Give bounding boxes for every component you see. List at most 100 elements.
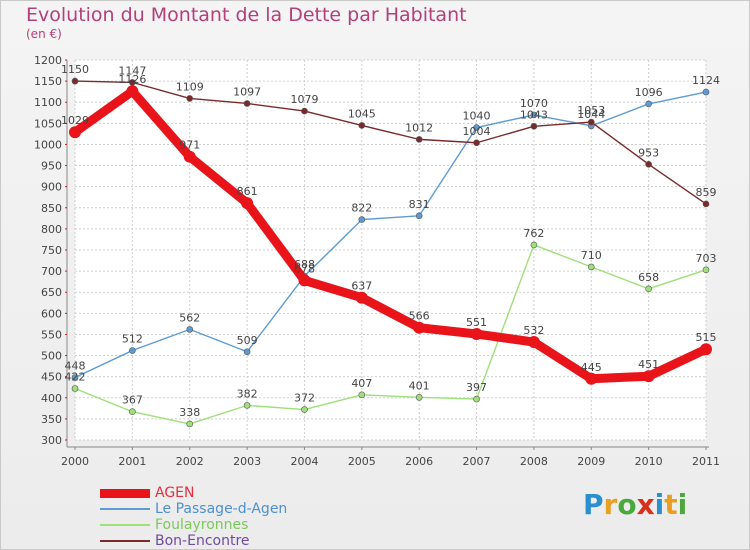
data-point bbox=[298, 274, 311, 287]
y-tick-label: 1150 bbox=[34, 75, 62, 88]
data-label: 710 bbox=[581, 249, 602, 262]
legend-item: Le Passage-d-Agen bbox=[100, 501, 287, 517]
data-label: 1070 bbox=[520, 97, 548, 110]
x-tick-label: 2000 bbox=[61, 455, 89, 468]
data-label: 407 bbox=[351, 377, 372, 390]
data-label: 822 bbox=[351, 202, 372, 215]
x-tick-label: 2005 bbox=[348, 455, 376, 468]
data-label: 338 bbox=[179, 406, 200, 419]
legend-label: Bon-Encontre bbox=[155, 533, 250, 549]
data-point bbox=[645, 160, 652, 168]
data-point bbox=[702, 266, 710, 274]
data-label: 382 bbox=[237, 387, 258, 400]
series-agen bbox=[69, 85, 712, 385]
y-tick-label: 500 bbox=[41, 350, 62, 363]
data-label: 637 bbox=[351, 280, 372, 293]
x-tick-label: 2002 bbox=[176, 455, 204, 468]
data-label: 512 bbox=[122, 332, 143, 345]
data-point bbox=[71, 385, 79, 392]
data-point bbox=[126, 85, 139, 98]
data-point bbox=[587, 263, 595, 271]
series-bon-encontre bbox=[71, 77, 710, 208]
data-label: 1040 bbox=[463, 110, 491, 123]
data-label: 1096 bbox=[635, 86, 663, 99]
data-point bbox=[355, 291, 368, 304]
labels-le-passage-d-agen: 448 512 562 509 688 822 831 1040 1070 1044 1096 112… bbox=[65, 74, 721, 372]
data-label: 551 bbox=[466, 316, 487, 329]
chart-legend: AGEN Le Passage-d-Agen Foulayronnes Bon-Enc… bbox=[100, 485, 287, 549]
data-label: 971 bbox=[179, 139, 200, 152]
data-point bbox=[415, 212, 423, 220]
series-line bbox=[74, 244, 707, 425]
data-label: 451 bbox=[638, 358, 659, 371]
data-point bbox=[69, 126, 81, 139]
y-tick-label: 850 bbox=[41, 202, 62, 215]
data-point bbox=[473, 139, 480, 147]
data-label: 445 bbox=[581, 361, 602, 374]
legend-swatch bbox=[100, 508, 150, 510]
data-point bbox=[71, 77, 79, 85]
data-point bbox=[183, 150, 196, 163]
y-tick-label: 450 bbox=[41, 371, 62, 384]
data-label: 1043 bbox=[520, 108, 548, 121]
data-label: 515 bbox=[696, 331, 717, 344]
data-point bbox=[415, 394, 423, 401]
data-label: 1079 bbox=[290, 93, 318, 106]
legend-swatch bbox=[100, 488, 150, 498]
x-tick-label: 2004 bbox=[290, 455, 318, 468]
legend-item: Bon-Encontre bbox=[100, 533, 287, 549]
data-label: 658 bbox=[638, 271, 659, 284]
data-label: 831 bbox=[409, 198, 430, 211]
data-point bbox=[527, 336, 540, 349]
data-point bbox=[702, 88, 710, 96]
data-label: 1012 bbox=[405, 121, 433, 134]
y-tick-label: 300 bbox=[41, 434, 62, 447]
data-label: 372 bbox=[294, 392, 315, 405]
data-label: 953 bbox=[638, 146, 659, 159]
labels-bon-encontre: 1150 1147 1109 1097 1079 1045 1012 1004 1043 1053… bbox=[61, 63, 717, 199]
data-label: 1045 bbox=[348, 107, 376, 120]
data-label: 401 bbox=[409, 379, 430, 392]
data-label: 1004 bbox=[463, 125, 491, 138]
data-point bbox=[530, 241, 538, 249]
data-label: 703 bbox=[696, 252, 717, 265]
x-tick-label: 2008 bbox=[520, 455, 548, 468]
data-label: 1044 bbox=[577, 108, 605, 121]
data-point bbox=[186, 326, 194, 333]
data-point bbox=[413, 321, 426, 334]
data-point bbox=[358, 391, 366, 399]
data-label: 397 bbox=[466, 381, 487, 394]
data-label: 566 bbox=[409, 310, 430, 323]
x-tick-label: 2010 bbox=[635, 455, 663, 468]
data-label: 1097 bbox=[233, 85, 261, 98]
y-tick-label: 600 bbox=[41, 307, 62, 320]
y-tick-label: 1100 bbox=[34, 96, 62, 109]
data-point bbox=[642, 370, 655, 383]
data-point bbox=[473, 395, 480, 403]
legend-label: Le Passage-d-Agen bbox=[155, 501, 288, 517]
labels-foulayronnes: 422 367 338 382 372 407 401 397 762 710 658 703 bbox=[65, 227, 717, 419]
legend-item: Foulayronnes bbox=[100, 517, 287, 533]
data-label: 562 bbox=[179, 311, 200, 324]
x-tick-label: 2009 bbox=[577, 455, 605, 468]
series-line bbox=[74, 91, 707, 379]
data-label: 1126 bbox=[118, 73, 146, 86]
series-foulayronnes bbox=[71, 241, 710, 428]
y-tick-label: 400 bbox=[41, 392, 62, 405]
data-label: 367 bbox=[122, 394, 143, 407]
y-tick-label: 550 bbox=[41, 328, 62, 341]
data-label: 762 bbox=[523, 227, 544, 240]
data-point bbox=[301, 107, 308, 115]
data-point bbox=[129, 408, 136, 416]
series-line bbox=[70, 86, 711, 384]
data-point bbox=[415, 136, 423, 143]
y-tick-label: 750 bbox=[41, 244, 62, 257]
data-label: 1109 bbox=[176, 80, 204, 93]
proxiti-logo: Proxiti bbox=[583, 488, 688, 521]
data-label: 422 bbox=[65, 370, 86, 383]
data-label: 448 bbox=[65, 360, 86, 373]
chart-title: Evolution du Montant de la Dette par Hab… bbox=[26, 4, 467, 26]
data-point bbox=[358, 122, 366, 129]
data-point bbox=[530, 122, 538, 130]
